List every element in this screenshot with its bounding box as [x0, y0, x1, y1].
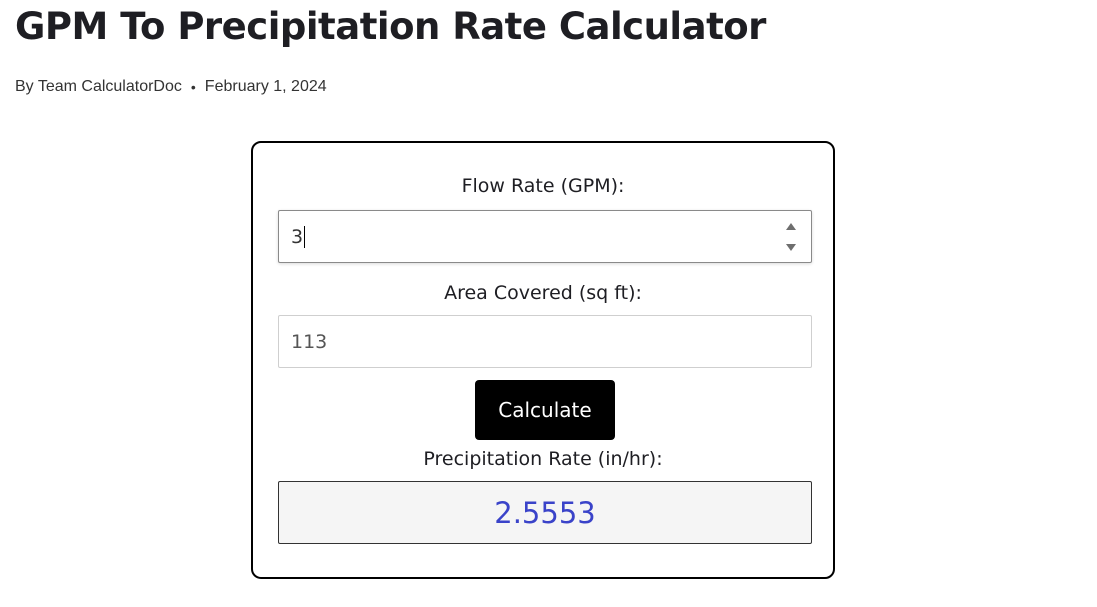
page-title: GPM To Precipitation Rate Calculator — [15, 5, 766, 48]
byline-separator: • — [190, 79, 196, 95]
number-spinner[interactable] — [785, 223, 797, 251]
result-label: Precipitation Rate (in/hr): — [423, 448, 663, 470]
flow-rate-value: 3 — [291, 225, 304, 248]
area-value: 113 — [291, 330, 328, 353]
calculator-card: Flow Rate (GPM): 3 Area Covered (sq ft):… — [251, 141, 835, 579]
calculate-button[interactable]: Calculate — [475, 380, 615, 440]
author-link[interactable]: By Team CalculatorDoc — [15, 78, 182, 95]
byline: By Team CalculatorDoc • February 1, 2024 — [15, 78, 327, 96]
spinner-up-arrow-icon[interactable] — [786, 223, 796, 230]
area-input[interactable]: 113 — [278, 315, 812, 368]
result-value: 2.5553 — [494, 495, 596, 530]
spinner-down-arrow-icon[interactable] — [786, 244, 796, 251]
publish-date: February 1, 2024 — [204, 78, 327, 95]
result-output: 2.5553 — [278, 481, 812, 544]
text-caret — [304, 225, 306, 248]
area-label: Area Covered (sq ft): — [444, 282, 642, 304]
flow-rate-label: Flow Rate (GPM): — [461, 175, 625, 197]
flow-rate-input[interactable]: 3 — [278, 210, 812, 263]
